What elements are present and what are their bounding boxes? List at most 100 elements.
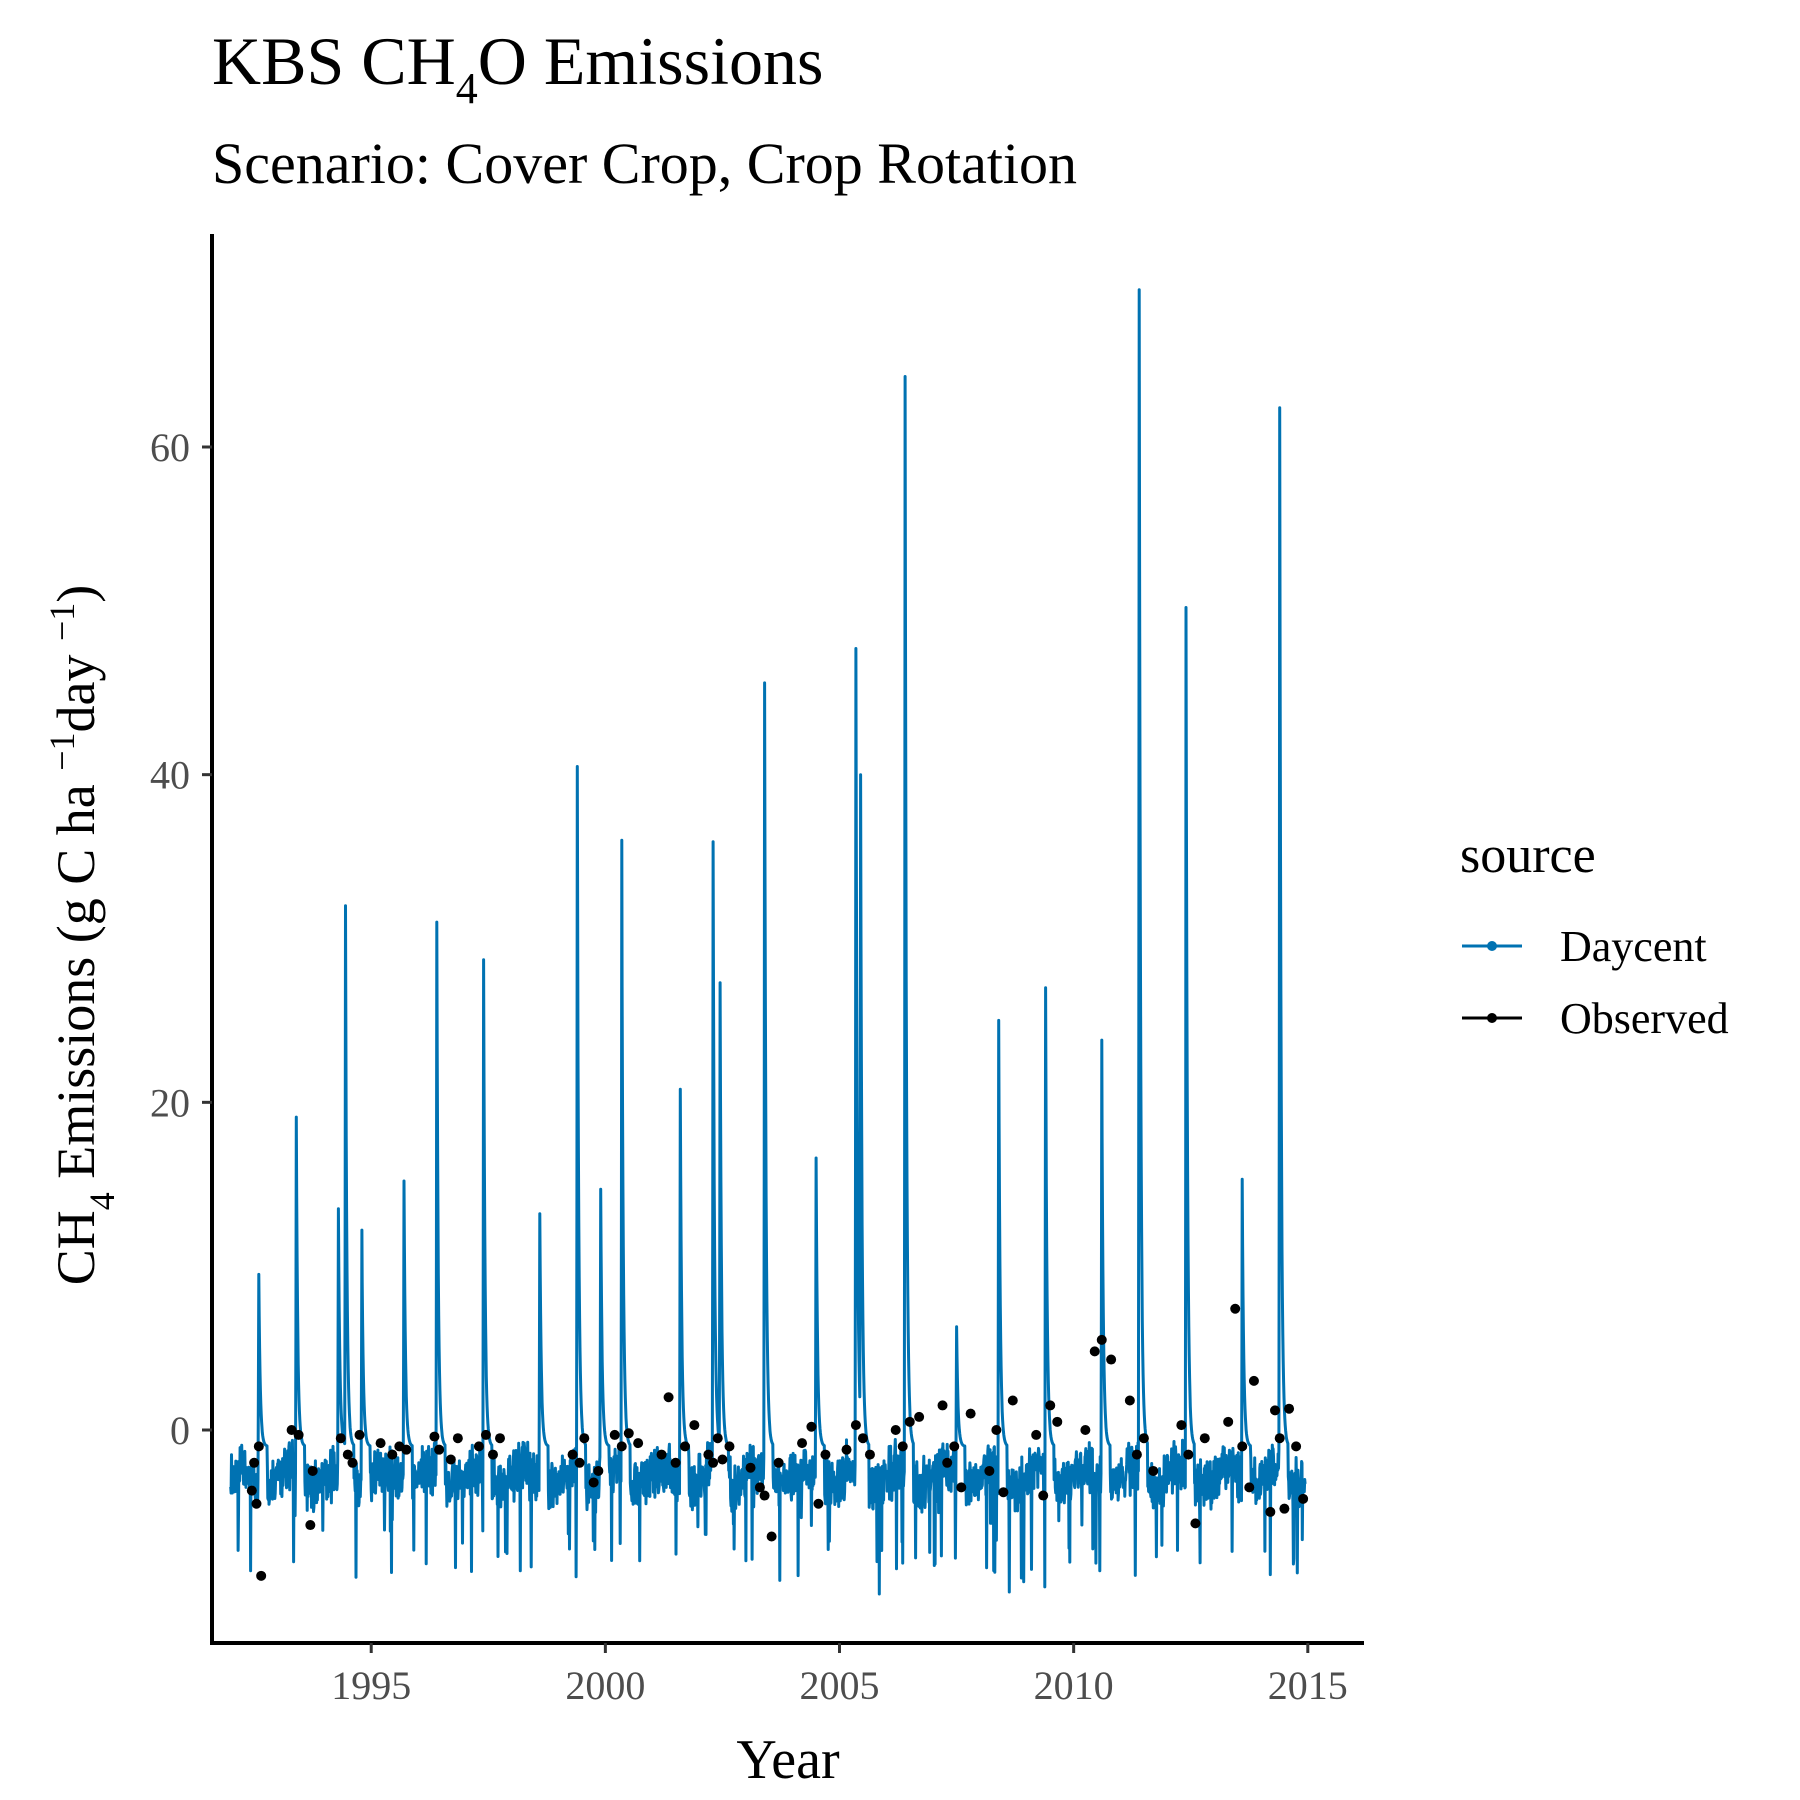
observed-point	[401, 1444, 412, 1455]
observed-point	[663, 1392, 674, 1403]
observed-point	[574, 1457, 585, 1468]
x-tick-label: 2005	[800, 1663, 880, 1708]
x-axis-title: Year	[736, 1729, 840, 1791]
observed-point	[1244, 1482, 1255, 1493]
observed-point	[1230, 1303, 1241, 1314]
x-tick-label: 2015	[1268, 1663, 1348, 1708]
legend-key-daycent-point	[1487, 941, 1497, 951]
y-axis-ticks: 0 20 40 60	[150, 425, 212, 1453]
observed-point	[914, 1411, 925, 1422]
observed-point	[256, 1570, 267, 1581]
observed-point	[766, 1531, 777, 1542]
observed-point	[342, 1449, 353, 1460]
observed-point	[956, 1482, 967, 1493]
observed-point	[797, 1438, 808, 1449]
observed-point	[890, 1425, 901, 1436]
y-tick-label: 0	[170, 1408, 190, 1453]
observed-point	[1291, 1441, 1302, 1452]
observed-point	[246, 1485, 257, 1496]
observed-point	[703, 1449, 714, 1460]
observed-point	[1080, 1425, 1091, 1436]
y-tick-label: 40	[150, 753, 190, 798]
observed-point	[251, 1498, 262, 1509]
observed-point	[434, 1444, 445, 1455]
plot-area	[229, 288, 1309, 1596]
observed-series-points	[246, 1303, 1309, 1581]
observed-point	[708, 1457, 719, 1468]
observed-point	[286, 1425, 297, 1436]
observed-point	[689, 1420, 700, 1431]
observed-point	[745, 1462, 756, 1473]
observed-point	[1248, 1375, 1259, 1386]
observed-point	[1031, 1429, 1042, 1440]
observed-point	[820, 1449, 831, 1460]
observed-point	[806, 1421, 817, 1432]
observed-point	[1124, 1395, 1135, 1406]
observed-point	[1265, 1506, 1276, 1517]
x-tick-label: 2000	[565, 1663, 645, 1708]
observed-point	[949, 1441, 960, 1452]
observed-point	[1138, 1433, 1149, 1444]
observed-point	[1270, 1405, 1281, 1416]
x-tick-label: 1995	[331, 1663, 411, 1708]
observed-point	[445, 1454, 456, 1465]
observed-point	[1183, 1449, 1194, 1460]
observed-point	[354, 1429, 365, 1440]
observed-point	[773, 1457, 784, 1468]
observed-point	[998, 1487, 1009, 1498]
x-axis-ticks: 1995 2000 2005 2010 2015	[331, 1643, 1348, 1708]
observed-point	[1199, 1433, 1210, 1444]
legend-item-daycent: Daycent	[1462, 922, 1707, 971]
observed-point	[1298, 1493, 1309, 1504]
observed-point	[1045, 1400, 1056, 1411]
observed-point	[717, 1454, 728, 1465]
observed-point	[897, 1441, 908, 1452]
x-tick-label: 2010	[1034, 1663, 1114, 1708]
observed-point	[857, 1433, 868, 1444]
observed-point	[616, 1441, 627, 1452]
observed-point	[307, 1465, 318, 1476]
observed-point	[841, 1444, 852, 1455]
observed-point	[633, 1438, 644, 1449]
y-tick-label: 20	[150, 1080, 190, 1125]
observed-point	[335, 1433, 346, 1444]
observed-point	[623, 1428, 634, 1439]
observed-point	[473, 1441, 484, 1452]
observed-point	[965, 1408, 976, 1419]
observed-point	[249, 1457, 260, 1468]
chart-title: KBS CH4O Emissions	[212, 23, 824, 113]
observed-point	[904, 1416, 915, 1427]
legend-key-observed-point	[1487, 1013, 1497, 1023]
observed-point	[1052, 1416, 1063, 1427]
observed-point	[656, 1449, 667, 1460]
observed-point	[480, 1429, 491, 1440]
observed-point	[567, 1449, 578, 1460]
observed-point	[1106, 1354, 1117, 1365]
observed-point	[1223, 1416, 1234, 1427]
y-axis-title: CH4 Emissions (g C ha −1day −1)	[42, 585, 122, 1286]
observed-point	[293, 1429, 304, 1440]
observed-point	[387, 1449, 398, 1460]
legend-title: source	[1460, 827, 1596, 884]
observed-point	[850, 1420, 861, 1431]
y-tick-label: 60	[150, 425, 190, 470]
observed-point	[609, 1429, 620, 1440]
observed-point	[1038, 1490, 1049, 1501]
observed-point	[588, 1477, 599, 1488]
observed-point	[375, 1438, 386, 1449]
observed-point	[712, 1433, 723, 1444]
chart-subtitle: Scenario: Cover Crop, Crop Rotation	[212, 131, 1078, 196]
observed-point	[1096, 1334, 1107, 1345]
observed-point	[429, 1431, 440, 1442]
observed-point	[1131, 1449, 1142, 1460]
observed-point	[937, 1400, 948, 1411]
observed-point	[1284, 1403, 1295, 1414]
observed-point	[759, 1490, 770, 1501]
observed-point	[253, 1441, 264, 1452]
observed-point	[984, 1465, 995, 1476]
observed-point	[1176, 1420, 1187, 1431]
observed-point	[305, 1520, 316, 1531]
observed-point	[813, 1498, 824, 1509]
observed-point	[487, 1449, 498, 1460]
